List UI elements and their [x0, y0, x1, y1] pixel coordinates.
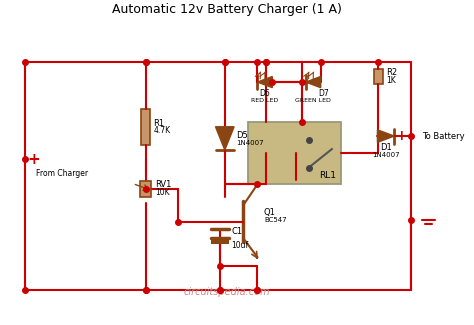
Text: RED LED: RED LED	[251, 98, 278, 103]
Text: 1K: 1K	[386, 76, 396, 85]
Text: R2: R2	[386, 68, 397, 77]
Text: D7: D7	[318, 89, 328, 98]
Text: D6: D6	[259, 89, 270, 98]
Text: From Charger: From Charger	[36, 169, 88, 178]
Polygon shape	[257, 76, 272, 88]
Text: BC547: BC547	[264, 217, 286, 223]
Text: RV1: RV1	[155, 180, 172, 189]
Polygon shape	[216, 127, 234, 150]
Text: 10K: 10K	[155, 188, 170, 197]
Bar	[141, 109, 150, 145]
Text: 10uf: 10uf	[231, 241, 248, 250]
Polygon shape	[377, 130, 394, 142]
Text: circuitspedia.com: circuitspedia.com	[183, 287, 270, 297]
Bar	[211, 239, 229, 244]
Text: +: +	[396, 129, 408, 143]
Text: R1: R1	[153, 119, 164, 127]
Polygon shape	[306, 76, 321, 88]
Text: 4.7K: 4.7K	[153, 126, 170, 135]
Text: +: +	[27, 152, 40, 167]
Text: Q1: Q1	[264, 208, 276, 217]
Text: RL1: RL1	[319, 171, 336, 180]
Text: D1: D1	[380, 143, 392, 152]
Text: C1: C1	[231, 227, 243, 237]
Bar	[140, 181, 151, 198]
Text: D5: D5	[236, 131, 248, 140]
Bar	[374, 69, 383, 84]
Bar	[248, 122, 341, 185]
Text: 1N4007: 1N4007	[372, 152, 400, 158]
Text: GREEN LED: GREEN LED	[295, 98, 331, 103]
Title: Automatic 12v Battery Charger (1 A): Automatic 12v Battery Charger (1 A)	[112, 3, 342, 16]
Text: To Battery: To Battery	[422, 132, 465, 141]
Text: 1N4007: 1N4007	[236, 140, 264, 146]
